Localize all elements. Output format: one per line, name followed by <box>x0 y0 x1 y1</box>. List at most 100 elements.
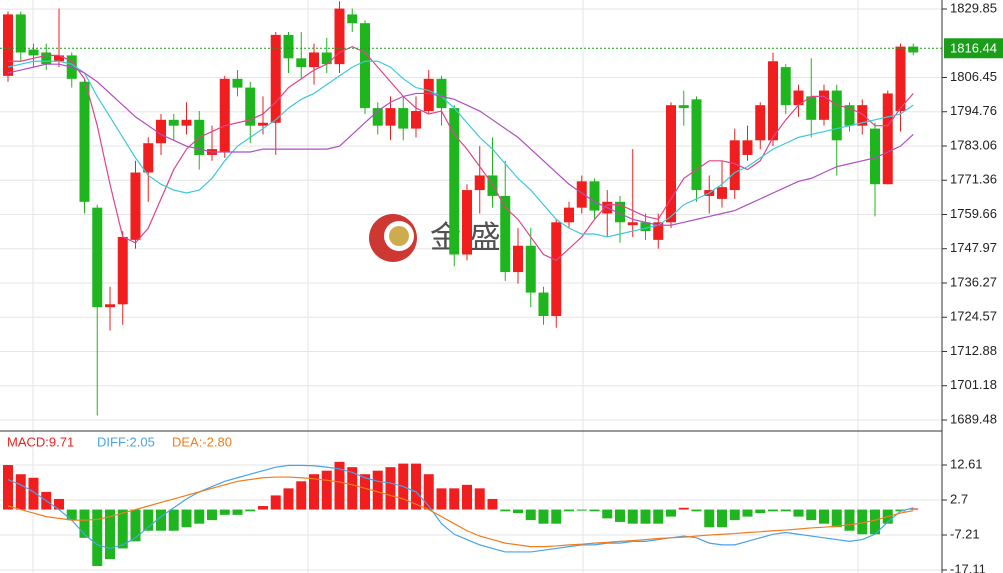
candle-body <box>232 78 243 88</box>
macd-bar <box>245 509 256 512</box>
y-tick-label: 1724.57 <box>950 309 997 324</box>
candle-body <box>245 87 256 126</box>
candle-body <box>436 78 447 109</box>
macd-bar <box>487 498 498 510</box>
macd-bar <box>283 488 294 510</box>
macd-bar <box>653 509 664 524</box>
macd-bar <box>462 484 472 510</box>
candle-body <box>627 222 638 226</box>
candle-body <box>882 93 893 185</box>
macd-bar <box>105 509 115 560</box>
candle-body <box>79 81 90 202</box>
macd-bar <box>895 509 906 512</box>
macd-bar <box>385 467 396 510</box>
macd-bar <box>870 509 880 535</box>
macd-bar <box>729 509 740 521</box>
candle-body <box>653 222 664 240</box>
candle-body <box>666 105 676 223</box>
macd-bar <box>423 474 434 510</box>
y-tick-label: 1794.76 <box>950 103 997 118</box>
macd-bar <box>411 463 421 510</box>
last-price-label: 1816.44 <box>950 41 997 56</box>
candle-body <box>717 187 727 199</box>
candle-body <box>105 304 115 308</box>
macd-bar <box>372 470 383 510</box>
y-tick-label: 1701.18 <box>950 377 997 392</box>
macd-bar <box>806 509 817 521</box>
candle-body <box>168 119 179 126</box>
macd-bar <box>908 508 919 510</box>
candle-body <box>513 245 523 273</box>
macd-bar <box>334 461 345 510</box>
macd-bar <box>589 509 600 512</box>
candle-body <box>3 14 13 76</box>
macd-bar <box>347 467 358 510</box>
y-tick-label: 12.61 <box>950 456 983 471</box>
candle-body <box>423 78 434 112</box>
legend-macd: MACD:9.71 <box>7 434 74 449</box>
candle-body <box>309 52 319 68</box>
candle-body <box>372 108 383 126</box>
y-tick-label: 1712.88 <box>950 343 997 358</box>
candle-body <box>729 140 740 191</box>
candle-body <box>589 181 600 211</box>
y-tick-label: 1736.27 <box>950 274 997 289</box>
macd-line <box>7 464 914 553</box>
macd-bar <box>615 509 625 522</box>
macd-bar <box>181 509 192 528</box>
macd-bar <box>525 509 536 521</box>
macd-bar <box>742 509 753 517</box>
candle-body <box>500 195 511 273</box>
macd-bar <box>54 498 64 510</box>
macd-bar <box>678 507 689 510</box>
candle-body <box>538 292 549 316</box>
candle-body <box>117 236 128 305</box>
y-tick-label: 1759.66 <box>950 206 997 221</box>
macd-bar <box>194 509 205 524</box>
macd-bar <box>691 509 702 512</box>
candle-body <box>857 105 868 126</box>
y-tick-label: 1783.06 <box>950 137 997 152</box>
macd-bar <box>3 465 13 510</box>
candle-body <box>780 67 791 106</box>
candle-body <box>347 14 358 24</box>
axis: 1829.85 1806.45 1794.76 1783.06 1771.36 1759.… <box>942 0 1003 573</box>
macd-bar <box>627 509 638 524</box>
y-tick-label: 1829.85 <box>950 0 997 15</box>
macd-bar <box>640 509 651 524</box>
candle-body <box>334 8 345 65</box>
macd-bar <box>551 509 562 524</box>
y-tick-label: 1806.45 <box>950 69 997 84</box>
candle-body <box>691 99 702 191</box>
candle-body <box>270 34 281 123</box>
logo <box>369 214 417 262</box>
macd-bar <box>360 474 370 510</box>
macd-bar <box>717 509 727 528</box>
macd-bar <box>780 509 791 512</box>
candle-body <box>28 49 39 56</box>
macd-bar <box>92 509 103 567</box>
candle-body <box>525 245 536 293</box>
candle-body <box>462 190 472 255</box>
y-tick-label: 1689.48 <box>950 411 997 426</box>
candle-body <box>678 105 689 109</box>
macd-bar <box>232 509 243 515</box>
candle-body <box>487 175 498 196</box>
macd-bar <box>831 509 842 528</box>
candle-body <box>551 222 562 316</box>
macd-bar <box>436 488 447 510</box>
ma-line <box>7 60 914 238</box>
candle-body <box>156 119 166 144</box>
candle-body <box>54 55 64 62</box>
macd-bar <box>576 509 587 511</box>
macd-bar <box>143 509 154 531</box>
macd-bar <box>15 474 26 510</box>
candle-body <box>615 201 625 223</box>
macd-bar <box>219 509 230 515</box>
candle-body <box>564 207 574 223</box>
candle-body <box>768 61 778 141</box>
candle-body <box>819 90 829 120</box>
macd-bar <box>321 470 332 510</box>
macd-bar <box>538 509 549 524</box>
macd-bar <box>28 477 39 510</box>
